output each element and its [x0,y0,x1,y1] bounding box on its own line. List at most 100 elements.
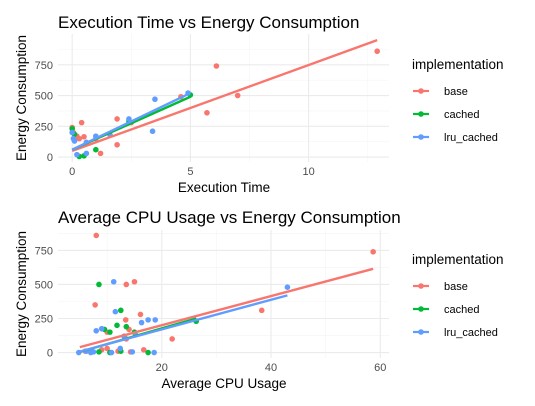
point-lru-cached [74,151,80,158]
point-base [123,281,130,288]
legend-2-title: implementation [412,252,504,267]
panel-cpu-usage: Average CPU Usage vs Energy Consumption … [14,208,504,391]
point-cached [123,323,130,330]
x-tick-label: 40 [265,362,277,374]
y-tick-label: 0 [47,348,53,360]
point-base [114,116,120,122]
point-lru-cached [90,349,97,355]
point-lru-cached [93,327,100,334]
chart-1-xlabel: Execution Time [178,180,270,195]
point-cached [145,349,151,356]
y-tick-label: 0 [47,152,53,164]
legend-label-lru-cached: lru_cached [444,327,498,339]
x-ticks-2: 20 40 60 [156,362,387,374]
point-base [122,317,129,323]
point-cached [96,349,102,355]
point-base [258,307,265,314]
point-cached [107,329,113,335]
legend-2: implementation base cached lru_cached [412,252,504,339]
point-lru-cached [108,349,115,356]
point-lru-cached [83,150,90,157]
y-tick-label: 250 [35,314,53,326]
point-lru-cached [129,349,136,355]
point-base [104,345,110,352]
point-base [93,232,100,239]
chart-1-title: Execution Time vs Energy Consumption [58,13,359,32]
point-lru-cached [149,128,156,135]
y-tick-label: 750 [35,60,53,72]
point-lru-cached [110,278,117,285]
x-tick-label: 20 [156,362,168,374]
y-tick-label: 250 [35,121,53,133]
point-lru-cached [152,96,158,103]
y-tick-label: 500 [35,91,53,103]
legend-1-title: implementation [412,57,504,72]
x-tick-label: 5 [187,166,193,178]
point-lru-cached [98,325,105,332]
legend-key-point [418,329,424,335]
plot-area-2 [58,230,389,358]
point-base [213,63,220,69]
point-base [370,248,376,255]
point-lru-cached [145,317,151,323]
point-lru-cached [117,345,124,352]
y-tick-label: 500 [35,279,53,291]
legend-label-base: base [444,281,468,293]
point-base [374,48,380,55]
x-ticks-1: 0 5 10 [69,166,315,178]
legend-label-cached: cached [444,109,479,121]
legend-key-point [418,88,424,94]
points-1 [69,48,380,160]
point-base [234,92,241,99]
point-lru-cached [126,116,132,122]
y-tick-label: 750 [35,245,53,257]
point-cached [93,146,99,153]
point-lru-cached [112,308,119,315]
point-base [114,141,120,148]
legend-1: implementation base cached lru_cached [412,57,504,144]
legend-label-lru-cached: lru_cached [444,132,498,144]
y-ticks-2: 0 250 500 750 [35,245,53,359]
point-base [81,133,87,140]
y-ticks-1: 0 250 500 750 [35,60,53,164]
chart-2-ylabel: Energy Consumption [14,231,29,357]
point-base [76,135,83,142]
legend-key-point [418,283,424,289]
fit-line-lru-cached [78,294,288,354]
fit-lines-2 [78,267,374,354]
chart-1-ylabel: Energy Consumption [14,35,29,161]
point-base [137,311,144,318]
x-tick-label: 60 [374,362,386,374]
point-cached [118,307,124,314]
point-cached [96,281,102,288]
panel-exec-time: Execution Time vs Energy Consumption 0 25… [14,13,504,195]
point-base [97,150,104,157]
x-tick-label: 10 [302,166,314,178]
legend-label-base: base [444,86,468,98]
legend-key-point [418,111,424,117]
point-base [140,347,147,353]
fit-line-base [79,267,374,349]
point-lru-cached [151,349,157,356]
point-base [169,336,175,342]
legend-label-cached: cached [444,304,479,316]
fit-line-lru-cached [71,91,191,151]
legend-key-point [418,134,424,140]
chart-2-xlabel: Average CPU Usage [161,376,286,391]
point-base [78,119,85,126]
point-base [92,302,98,308]
fit-line-base [71,39,378,153]
point-lru-cached [71,138,78,144]
point-base [204,109,210,116]
legend-key-point [418,306,424,312]
chart-2-title: Average CPU Usage vs Energy Consumption [58,208,401,227]
point-lru-cached [284,284,291,290]
point-lru-cached [69,129,75,136]
point-base [131,278,138,285]
x-tick-label: 0 [69,166,75,178]
grid-1 [58,34,389,162]
point-lru-cached [152,317,159,323]
point-cached [114,322,120,329]
fit-lines-1 [71,39,378,153]
